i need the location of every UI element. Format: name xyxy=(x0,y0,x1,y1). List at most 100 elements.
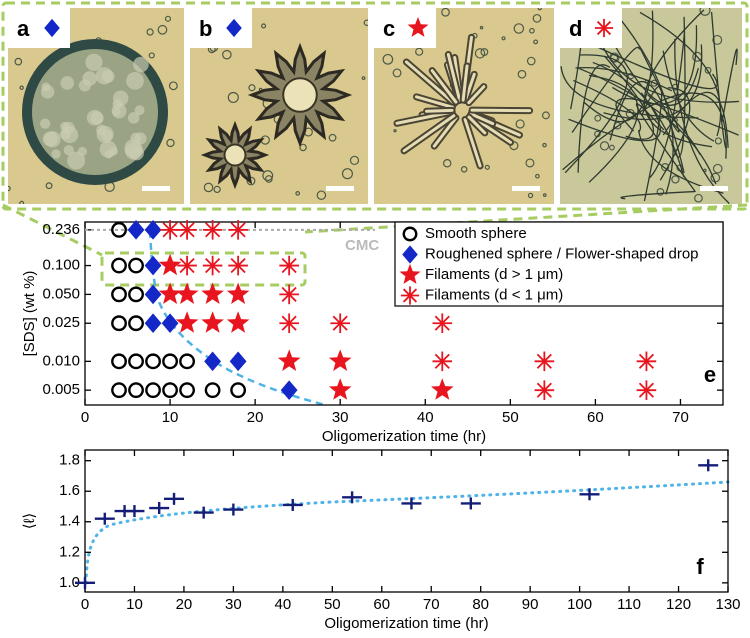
marker-circle xyxy=(128,382,144,399)
marker-stroke xyxy=(205,257,221,274)
marker-asterisk xyxy=(228,220,248,240)
marker-stroke xyxy=(205,222,221,238)
droplet xyxy=(661,163,670,172)
marker-star xyxy=(226,282,250,304)
droplet xyxy=(328,133,337,142)
marker-shape xyxy=(44,18,60,38)
marker-star xyxy=(201,311,224,333)
scale-bar xyxy=(512,186,540,191)
marker-shape xyxy=(328,378,352,400)
y-tick-label: 1.8 xyxy=(59,452,80,469)
marker-star xyxy=(226,311,250,333)
marker-circle xyxy=(162,353,178,370)
thin-filament xyxy=(609,80,685,174)
droplet xyxy=(261,23,267,29)
droplet xyxy=(480,48,489,57)
marker-diamond xyxy=(161,313,179,334)
texture xyxy=(95,67,113,85)
droplet xyxy=(529,27,535,34)
droplet xyxy=(513,23,525,34)
marker-star xyxy=(328,349,352,371)
droplet xyxy=(8,185,11,192)
image-frame xyxy=(1,1,749,211)
y-tick-label: 0.050 xyxy=(42,285,80,302)
marker-shape xyxy=(204,382,221,399)
texture xyxy=(44,131,61,148)
y-tick-label: 1.4 xyxy=(59,513,80,530)
y-tick-label: 1.0 xyxy=(59,574,80,591)
marker-diamond xyxy=(204,351,221,372)
marker-shape xyxy=(144,255,162,276)
texture xyxy=(134,132,147,145)
marker-shape xyxy=(201,282,224,304)
thin-filament xyxy=(640,85,663,202)
filament-core xyxy=(432,116,458,148)
marker-shape xyxy=(145,353,161,370)
marker-asterisk xyxy=(594,18,614,38)
texture xyxy=(134,105,145,116)
x-tick-label: 60 xyxy=(587,409,604,426)
y-axis-label: ⟨ℓ⟩ xyxy=(21,513,38,530)
marker-asterisk xyxy=(432,313,453,334)
marker-asterisk xyxy=(202,220,223,240)
filament-core xyxy=(470,108,532,113)
x-tick-label: 60 xyxy=(373,596,390,613)
marker-asterisk xyxy=(279,255,299,276)
legend-label: Filaments (d > 1 μm) xyxy=(425,266,563,283)
droplet xyxy=(164,15,172,22)
marker-stroke xyxy=(281,315,297,331)
marker-circle xyxy=(230,382,247,399)
droplet xyxy=(656,188,665,196)
texture xyxy=(99,140,117,158)
texture xyxy=(85,53,103,71)
x-tick-label: 10 xyxy=(162,409,179,426)
marker-circle xyxy=(204,382,221,399)
filament-core xyxy=(461,64,469,102)
droplet xyxy=(527,192,534,199)
droplet xyxy=(393,129,397,133)
marker-shape xyxy=(111,382,127,399)
texture xyxy=(67,151,86,170)
marker-circle xyxy=(128,353,144,370)
thin-filament xyxy=(643,9,713,148)
filament-core xyxy=(463,118,482,168)
x-tick-label: 30 xyxy=(332,409,349,426)
marker-stroke xyxy=(638,353,655,369)
marker-shape xyxy=(175,282,199,304)
droplet xyxy=(704,66,712,74)
marker-shape xyxy=(407,17,429,37)
thin-filament xyxy=(560,66,699,119)
droplet xyxy=(157,24,168,35)
droplet xyxy=(525,158,535,168)
droplet xyxy=(262,170,274,182)
y-tick-label: 0.100 xyxy=(42,257,80,274)
droplet xyxy=(361,76,366,81)
marker-shape xyxy=(144,284,162,305)
marker-diamond xyxy=(144,284,162,305)
thin-filament xyxy=(573,79,641,133)
thin-filament xyxy=(577,64,611,173)
marker-shape xyxy=(162,382,178,399)
marker-asterisk xyxy=(202,255,223,276)
marker-stroke xyxy=(332,315,348,331)
marker-circle xyxy=(179,353,196,370)
texture xyxy=(40,85,55,99)
marker-plus xyxy=(579,488,600,501)
legend-label: Roughened sphere / Flower-shaped drop xyxy=(425,245,699,262)
marker-stroke xyxy=(230,257,246,274)
x-tick-label: 40 xyxy=(417,409,434,426)
filament-core xyxy=(467,115,487,135)
marker-stroke xyxy=(638,382,655,398)
flower-core xyxy=(223,143,247,167)
marker-star xyxy=(277,349,301,371)
droplet xyxy=(526,56,536,66)
marker-shape xyxy=(144,220,162,240)
x-tick-label: 130 xyxy=(715,596,740,613)
marker-star xyxy=(175,282,199,304)
x-tick-label: 50 xyxy=(502,409,519,426)
panel-label: c xyxy=(383,16,395,41)
marker-shape xyxy=(431,378,454,400)
marker-asterisk xyxy=(177,255,197,276)
marker-shape xyxy=(226,282,250,304)
